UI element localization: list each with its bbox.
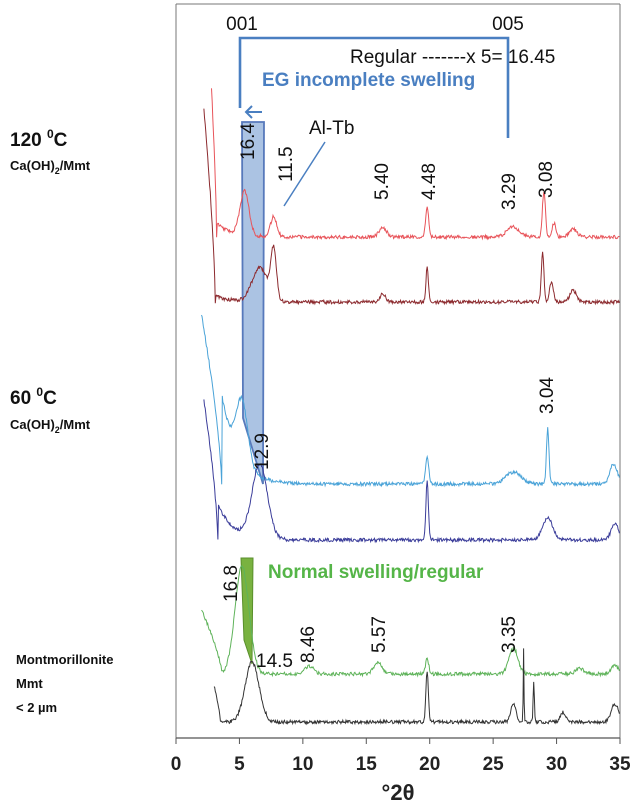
x-tick-label: 0 bbox=[171, 754, 182, 775]
trace-group bbox=[200, 88, 620, 726]
x-tick-label: 10 bbox=[292, 754, 313, 775]
x-ticks: 0 5 10 15 20 25 30 35 bbox=[171, 738, 631, 775]
x-tick-label: 20 bbox=[419, 754, 440, 775]
x-tick-label: 5 bbox=[234, 754, 245, 775]
order-bracket bbox=[238, 36, 510, 138]
peak-label: 3.04 bbox=[537, 377, 558, 414]
normal-swelling-band bbox=[240, 557, 254, 665]
svg-text:Mmt: Mmt bbox=[16, 676, 43, 691]
eg-annotation: EG incomplete swelling bbox=[262, 70, 475, 91]
x-axis-title: °2θ bbox=[382, 780, 415, 805]
label-120c: 120 0C Ca(OH)2/Mmt bbox=[10, 127, 91, 176]
order-001-label: 001 bbox=[226, 14, 258, 35]
svg-text:Ca(OH)2/Mmt: Ca(OH)2/Mmt bbox=[10, 158, 91, 176]
x-tick-label: 30 bbox=[546, 754, 567, 775]
svg-text:Montmorillonite: Montmorillonite bbox=[16, 652, 114, 667]
peak-label: 3.29 bbox=[499, 173, 520, 210]
svg-text:120 0C: 120 0C bbox=[10, 127, 68, 151]
peak-label: 4.48 bbox=[419, 163, 440, 200]
eg-shift-band bbox=[241, 121, 265, 485]
peak-label: 11.5 bbox=[276, 146, 297, 182]
label-60c: 60 0C Ca(OH)2/Mmt bbox=[10, 385, 91, 435]
series-line-ca60_air bbox=[203, 399, 620, 544]
altb-pointer-line bbox=[283, 141, 326, 207]
series-line-mmt_air bbox=[213, 648, 620, 726]
peak-label: 3.35 bbox=[499, 616, 520, 653]
peak-label: 14.5 bbox=[256, 651, 293, 672]
normal-swelling-annotation: Normal swelling/regular bbox=[268, 562, 484, 583]
series-line-ca120_eg bbox=[211, 88, 620, 241]
peak-label: 5.40 bbox=[372, 163, 393, 200]
peak-label: 8.46 bbox=[298, 626, 319, 663]
svg-text:< 2 µm: < 2 µm bbox=[16, 700, 57, 715]
x-tick-label: 25 bbox=[483, 754, 505, 775]
peak-labels: 16.4 11.5 5.40 4.48 3.29 3.08 3.04 12.9 16.8 14.5… bbox=[221, 123, 558, 672]
svg-text:60 0C: 60 0C bbox=[10, 385, 57, 409]
x-tick-label: 35 bbox=[609, 754, 631, 775]
altb-annotation: Al-Tb bbox=[309, 118, 354, 139]
x-tick-label: 15 bbox=[356, 754, 378, 775]
peak-label: 3.08 bbox=[536, 161, 557, 198]
regular-annotation: Regular -------x 5= 16.45 bbox=[350, 47, 555, 68]
order-005-label: 005 bbox=[492, 14, 524, 35]
series-line-ca120_air bbox=[203, 108, 620, 306]
svg-text:Ca(OH)2/Mmt: Ca(OH)2/Mmt bbox=[10, 417, 91, 435]
peak-label: 16.4 bbox=[238, 123, 259, 160]
bracket-arrow-icon bbox=[244, 105, 262, 119]
peak-label: 12.9 bbox=[252, 433, 273, 470]
series-line-mmt_eg bbox=[201, 565, 620, 678]
peak-label: 16.8 bbox=[221, 565, 242, 602]
peak-label: 5.57 bbox=[369, 616, 390, 653]
series-line-ca60_eg bbox=[200, 314, 620, 488]
label-mmt: Montmorillonite Mmt < 2 µm bbox=[16, 652, 114, 715]
